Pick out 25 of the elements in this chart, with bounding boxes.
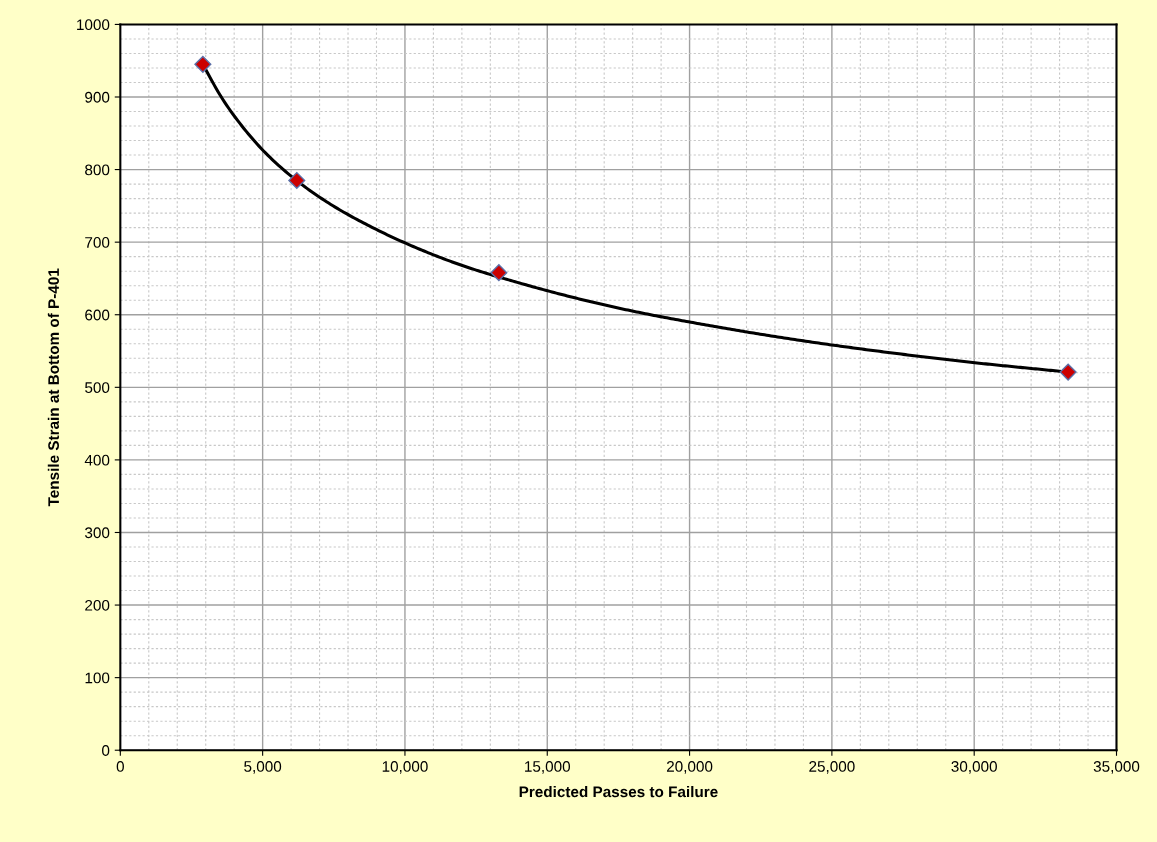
y-tick-label: 1000: [77, 19, 110, 31]
y-tick-label: 800: [85, 164, 110, 176]
x-tick-label: 0: [116, 761, 124, 772]
y-tick-label: 900: [85, 91, 110, 103]
y-tick-label: 700: [85, 237, 110, 248]
point: [1059, 363, 1077, 381]
x-tick-label: 30,000: [951, 761, 997, 774]
x-tick-label: 25,000: [809, 761, 855, 774]
y-tick-label: 500: [85, 382, 110, 394]
point: [490, 264, 508, 282]
y-tick-label: 0: [102, 745, 110, 756]
x-tick-label: 20,000: [666, 761, 713, 774]
x-tick-label: 5,000: [244, 761, 282, 774]
y-tick-label: 400: [84, 454, 110, 466]
x-tick-label: 15,000: [525, 761, 571, 774]
point: [194, 55, 212, 73]
y-tick-label: 200: [85, 599, 110, 611]
x-tick-label: 10,000: [382, 761, 428, 774]
y-tick-label: 300: [85, 527, 110, 539]
point: [288, 171, 306, 190]
y-axis-title: Tensile Strain at Bottom of P-401: [47, 268, 60, 507]
x-tick-label: 35,000: [1093, 761, 1140, 774]
y-tick-label: 100: [85, 672, 110, 684]
x-axis-title: Predicted Passes to Failure: [519, 785, 718, 798]
y-tick-label: 600: [85, 309, 110, 321]
